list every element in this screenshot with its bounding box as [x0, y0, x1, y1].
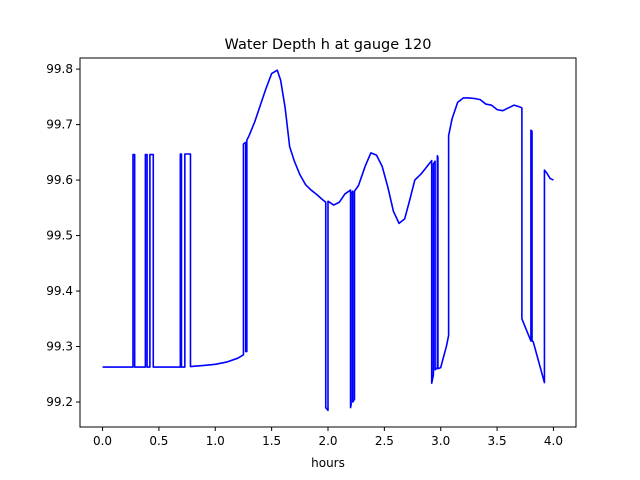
y-tick-label: 99.2: [46, 395, 73, 409]
x-tick-label: 2.5: [375, 434, 394, 448]
y-tick-label: 99.6: [46, 173, 73, 187]
x-axis: 0.0 0.5 1.0 1.5 2.0 2.5 3.0 3.5 4.0: [93, 427, 563, 448]
x-tick-label: 1.0: [206, 434, 225, 448]
x-tick-label: 3.5: [488, 434, 507, 448]
y-tick-label: 99.3: [46, 340, 73, 354]
x-tick-label: 2.0: [318, 434, 337, 448]
x-axis-label: hours: [311, 456, 345, 470]
plot-area: [102, 69, 554, 412]
x-tick-label: 3.0: [431, 434, 450, 448]
y-axis: 99.2 99.3 99.4 99.5 99.6 99.7 99.8: [46, 62, 80, 409]
x-tick-label: 0.5: [149, 434, 168, 448]
y-tick-label: 99.4: [46, 284, 73, 298]
chart-title: Water Depth h at gauge 120: [225, 37, 432, 53]
x-tick-label: 4.0: [544, 434, 563, 448]
y-tick-label: 99.5: [46, 229, 73, 243]
y-tick-label: 99.7: [46, 118, 73, 132]
y-tick-label: 99.8: [46, 62, 73, 76]
x-tick-label: 0.0: [93, 434, 112, 448]
series-line: [102, 69, 554, 412]
x-tick-label: 1.5: [262, 434, 281, 448]
plot-frame: [79, 57, 577, 428]
